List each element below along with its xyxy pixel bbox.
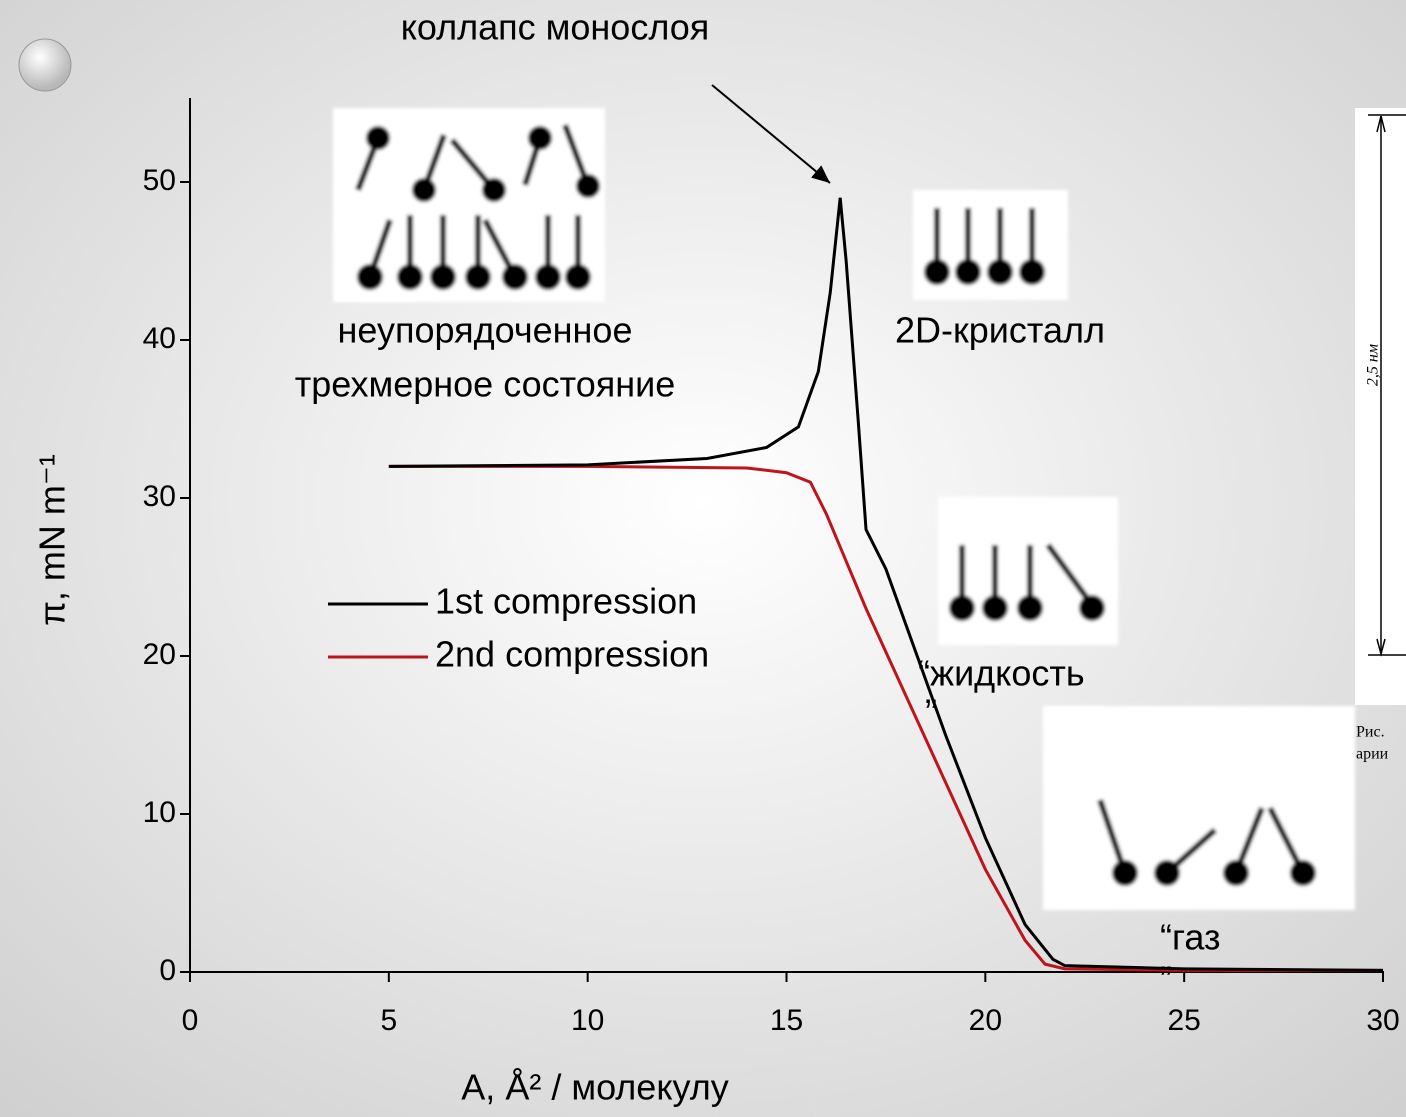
y-tick-label: 0 bbox=[159, 954, 176, 987]
annotation: ” bbox=[1160, 959, 1172, 1000]
x-tick-label: 30 bbox=[1366, 1004, 1399, 1037]
x-tick-label: 5 bbox=[380, 1004, 397, 1037]
annotation: “газ bbox=[1160, 917, 1220, 958]
side-figure: 2,5 нм Рис. арии bbox=[1355, 108, 1406, 763]
x-tick-label: 0 bbox=[182, 1004, 199, 1037]
decor-bubble bbox=[19, 39, 71, 91]
annotation: “жидкость bbox=[918, 653, 1085, 694]
molecule-icon bbox=[913, 190, 1068, 300]
figure-label: 2,5 нм bbox=[1365, 344, 1382, 386]
legend-label: 1st compression bbox=[435, 581, 697, 622]
y-tick-label: 50 bbox=[143, 164, 176, 197]
legend-label: 2nd compression bbox=[435, 634, 709, 675]
annotation: неупорядоченное bbox=[338, 310, 633, 351]
annotation: коллапс монослоя bbox=[401, 7, 710, 48]
figure-caption: Рис. bbox=[1356, 724, 1385, 741]
x-tick-label: 25 bbox=[1167, 1004, 1200, 1037]
molecule-icon bbox=[938, 497, 1118, 645]
annotation: трехмерное состояние bbox=[295, 364, 676, 405]
x-tick-label: 20 bbox=[969, 1004, 1002, 1037]
annotation: 2D-кристалл bbox=[895, 310, 1105, 351]
slide: коллапс монослоя 2,5 нм bbox=[0, 0, 1406, 1117]
x-tick-label: 10 bbox=[571, 1004, 604, 1037]
x-axis-label: A, Å² / молекулу bbox=[461, 1067, 728, 1108]
x-tick-label: 15 bbox=[770, 1004, 803, 1037]
y-tick-label: 30 bbox=[143, 480, 176, 513]
y-tick-label: 10 bbox=[143, 796, 176, 829]
y-tick-label: 40 bbox=[143, 322, 176, 355]
molecule-icon bbox=[333, 108, 605, 302]
y-tick-label: 20 bbox=[143, 638, 176, 671]
molecule-icon bbox=[1043, 706, 1355, 910]
y-axis-label: π, mN m⁻¹ bbox=[32, 454, 73, 626]
figure-caption: арии bbox=[1356, 746, 1389, 763]
